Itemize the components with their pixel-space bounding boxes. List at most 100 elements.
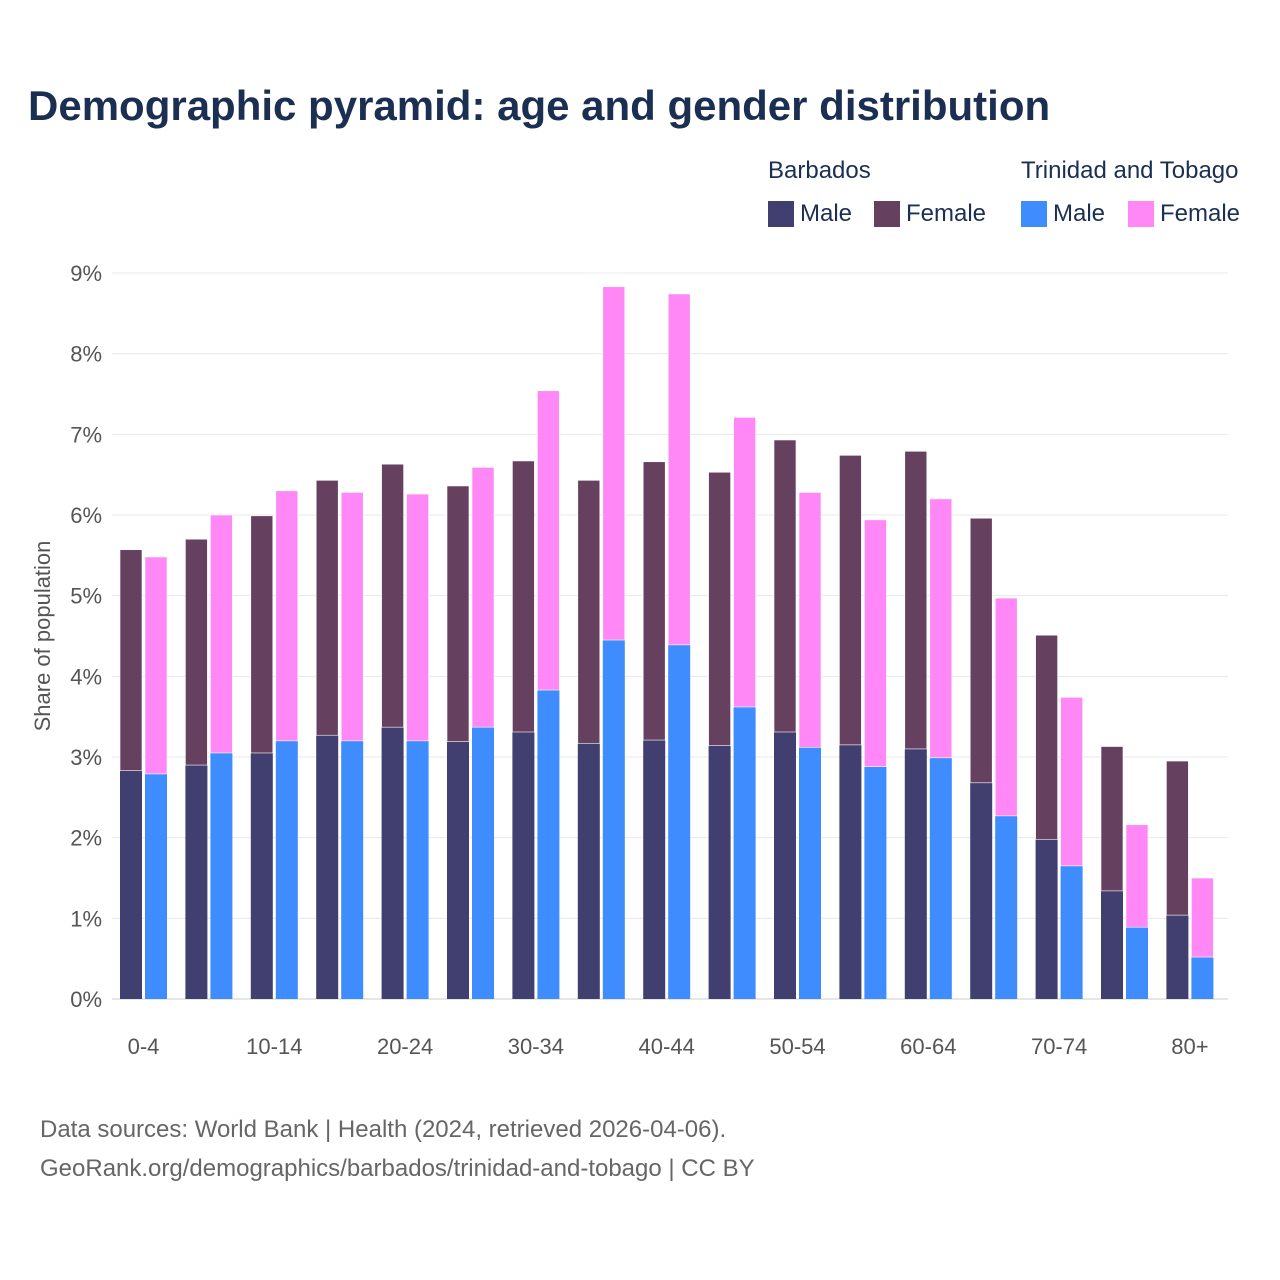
bar-trinidad-female-60-64[interactable] bbox=[929, 498, 953, 759]
y-tick-label: 0% bbox=[70, 987, 102, 1012]
bar-barbados-male-40-44[interactable] bbox=[643, 740, 666, 999]
bar-barbados-female-0-4[interactable] bbox=[119, 549, 143, 772]
bar-trinidad-male-25-29[interactable] bbox=[472, 727, 494, 999]
bar-barbados-female-5-9[interactable] bbox=[185, 538, 208, 766]
y-tick-label: 2% bbox=[70, 826, 102, 851]
bar-barbados-male-15-19[interactable] bbox=[316, 735, 339, 999]
bar-trinidad-male-15-19[interactable] bbox=[341, 740, 364, 999]
bar-trinidad-male-65-69[interactable] bbox=[995, 815, 1018, 999]
bar-barbados-female-75-79[interactable] bbox=[1100, 746, 1124, 892]
legend-swatch bbox=[768, 201, 794, 227]
bar-trinidad-male-40-44[interactable] bbox=[668, 644, 691, 999]
y-axis-label: Share of population bbox=[30, 541, 55, 732]
bar-barbados-male-0-4[interactable] bbox=[120, 770, 142, 999]
bar-barbados-male-60-64[interactable] bbox=[904, 748, 927, 999]
bar-barbados-female-20-24[interactable] bbox=[381, 463, 404, 728]
bar-trinidad-male-80+[interactable] bbox=[1191, 957, 1214, 999]
bar-barbados-male-45-49[interactable] bbox=[708, 745, 731, 999]
legend-label: Male bbox=[800, 200, 853, 227]
x-tick-label: 0-4 bbox=[128, 1034, 160, 1059]
bar-trinidad-male-35-39[interactable] bbox=[602, 640, 625, 999]
bar-barbados-male-25-29[interactable] bbox=[447, 741, 469, 999]
legend-label: Female bbox=[906, 200, 987, 227]
bar-barbados-female-70-74[interactable] bbox=[1035, 634, 1058, 840]
x-tick-label: 30-34 bbox=[508, 1034, 564, 1059]
bar-barbados-female-55-59[interactable] bbox=[839, 455, 862, 746]
legend-barbados-female[interactable]: Female bbox=[874, 200, 986, 228]
bar-trinidad-female-0-4[interactable] bbox=[144, 556, 168, 775]
bar-trinidad-male-55-59[interactable] bbox=[864, 766, 887, 999]
legend-swatch bbox=[1128, 201, 1154, 227]
x-tick-label: 50-54 bbox=[769, 1034, 825, 1059]
bar-barbados-male-20-24[interactable] bbox=[381, 727, 404, 999]
bar-trinidad-male-5-9[interactable] bbox=[210, 752, 233, 999]
y-tick-label: 3% bbox=[70, 745, 102, 770]
bar-barbados-male-75-79[interactable] bbox=[1101, 890, 1123, 999]
bar-trinidad-female-35-39[interactable] bbox=[602, 286, 626, 641]
bar-barbados-female-65-69[interactable] bbox=[969, 517, 993, 784]
y-tick-label: 7% bbox=[70, 422, 102, 447]
bar-trinidad-female-70-74[interactable] bbox=[1060, 697, 1083, 867]
bar-barbados-female-35-39[interactable] bbox=[577, 480, 601, 744]
bar-barbados-female-15-19[interactable] bbox=[315, 480, 339, 736]
bar-barbados-male-70-74[interactable] bbox=[1035, 839, 1058, 999]
bar-barbados-male-50-54[interactable] bbox=[774, 731, 796, 999]
x-tick-label: 60-64 bbox=[900, 1034, 956, 1059]
bar-barbados-female-25-29[interactable] bbox=[446, 485, 470, 742]
footer-sources: Data sources: World Bank | Health (2024,… bbox=[40, 1116, 727, 1143]
bar-trinidad-male-60-64[interactable] bbox=[929, 757, 952, 999]
bar-barbados-male-65-69[interactable] bbox=[970, 782, 993, 999]
x-tick-label: 70-74 bbox=[1031, 1034, 1087, 1059]
bar-trinidad-male-30-34[interactable] bbox=[537, 690, 560, 999]
legend-trinidad-female[interactable]: Female bbox=[1128, 200, 1240, 228]
y-tick-label: 4% bbox=[70, 664, 102, 689]
bar-trinidad-female-30-34[interactable] bbox=[537, 390, 560, 691]
bar-barbados-female-60-64[interactable] bbox=[904, 450, 928, 750]
footer-link[interactable]: GeoRank.org/demographics/barbados/trinid… bbox=[40, 1155, 755, 1182]
bar-barbados-male-55-59[interactable] bbox=[839, 744, 862, 999]
legend-group-barbados: Barbados bbox=[768, 157, 871, 184]
bar-trinidad-female-10-14[interactable] bbox=[275, 490, 299, 742]
bar-trinidad-male-50-54[interactable] bbox=[799, 747, 821, 999]
legend-barbados-male[interactable]: Male bbox=[768, 200, 852, 228]
bar-trinidad-male-10-14[interactable] bbox=[275, 740, 298, 999]
bar-trinidad-female-5-9[interactable] bbox=[210, 514, 233, 754]
bar-barbados-female-30-34[interactable] bbox=[512, 460, 535, 733]
bar-trinidad-female-20-24[interactable] bbox=[406, 493, 429, 742]
bar-trinidad-male-0-4[interactable] bbox=[145, 773, 167, 999]
bar-trinidad-female-40-44[interactable] bbox=[667, 293, 691, 646]
x-tick-label: 10-14 bbox=[246, 1034, 302, 1059]
bar-trinidad-female-45-49[interactable] bbox=[733, 417, 756, 708]
bar-trinidad-female-15-19[interactable] bbox=[340, 492, 364, 742]
legend-group-trinidad: Trinidad and Tobago bbox=[1021, 157, 1239, 184]
bar-barbados-female-45-49[interactable] bbox=[708, 471, 731, 747]
bar-barbados-male-5-9[interactable] bbox=[185, 765, 208, 999]
x-tick-label: 20-24 bbox=[377, 1034, 433, 1059]
bar-barbados-female-10-14[interactable] bbox=[250, 515, 274, 754]
bar-barbados-male-80+[interactable] bbox=[1166, 915, 1189, 999]
bar-trinidad-female-65-69[interactable] bbox=[994, 597, 1018, 817]
bar-barbados-male-30-34[interactable] bbox=[512, 731, 535, 999]
bar-barbados-male-10-14[interactable] bbox=[250, 752, 273, 999]
bar-trinidad-male-70-74[interactable] bbox=[1060, 865, 1083, 999]
x-tick-label: 80+ bbox=[1171, 1034, 1208, 1059]
bar-trinidad-female-75-79[interactable] bbox=[1125, 824, 1149, 928]
bar-trinidad-female-55-59[interactable] bbox=[864, 519, 887, 767]
bar-trinidad-female-25-29[interactable] bbox=[471, 467, 495, 728]
bar-trinidad-male-20-24[interactable] bbox=[406, 740, 429, 999]
legend-swatch bbox=[1021, 201, 1047, 227]
bar-trinidad-male-75-79[interactable] bbox=[1126, 927, 1148, 999]
y-tick-label: 9% bbox=[70, 261, 102, 286]
y-tick-label: 1% bbox=[70, 906, 102, 931]
bar-trinidad-female-80+[interactable] bbox=[1191, 877, 1214, 958]
bar-barbados-male-35-39[interactable] bbox=[577, 743, 600, 999]
bar-barbados-female-80+[interactable] bbox=[1166, 760, 1189, 916]
y-tick-label: 8% bbox=[70, 342, 102, 367]
bar-barbados-female-40-44[interactable] bbox=[642, 461, 666, 741]
legend-trinidad-male[interactable]: Male bbox=[1021, 200, 1105, 228]
legend-label: Male bbox=[1053, 200, 1106, 227]
x-tick-label: 40-44 bbox=[639, 1034, 695, 1059]
bar-trinidad-male-45-49[interactable] bbox=[733, 706, 756, 999]
bar-trinidad-female-50-54[interactable] bbox=[798, 492, 822, 748]
bar-barbados-female-50-54[interactable] bbox=[773, 439, 797, 733]
